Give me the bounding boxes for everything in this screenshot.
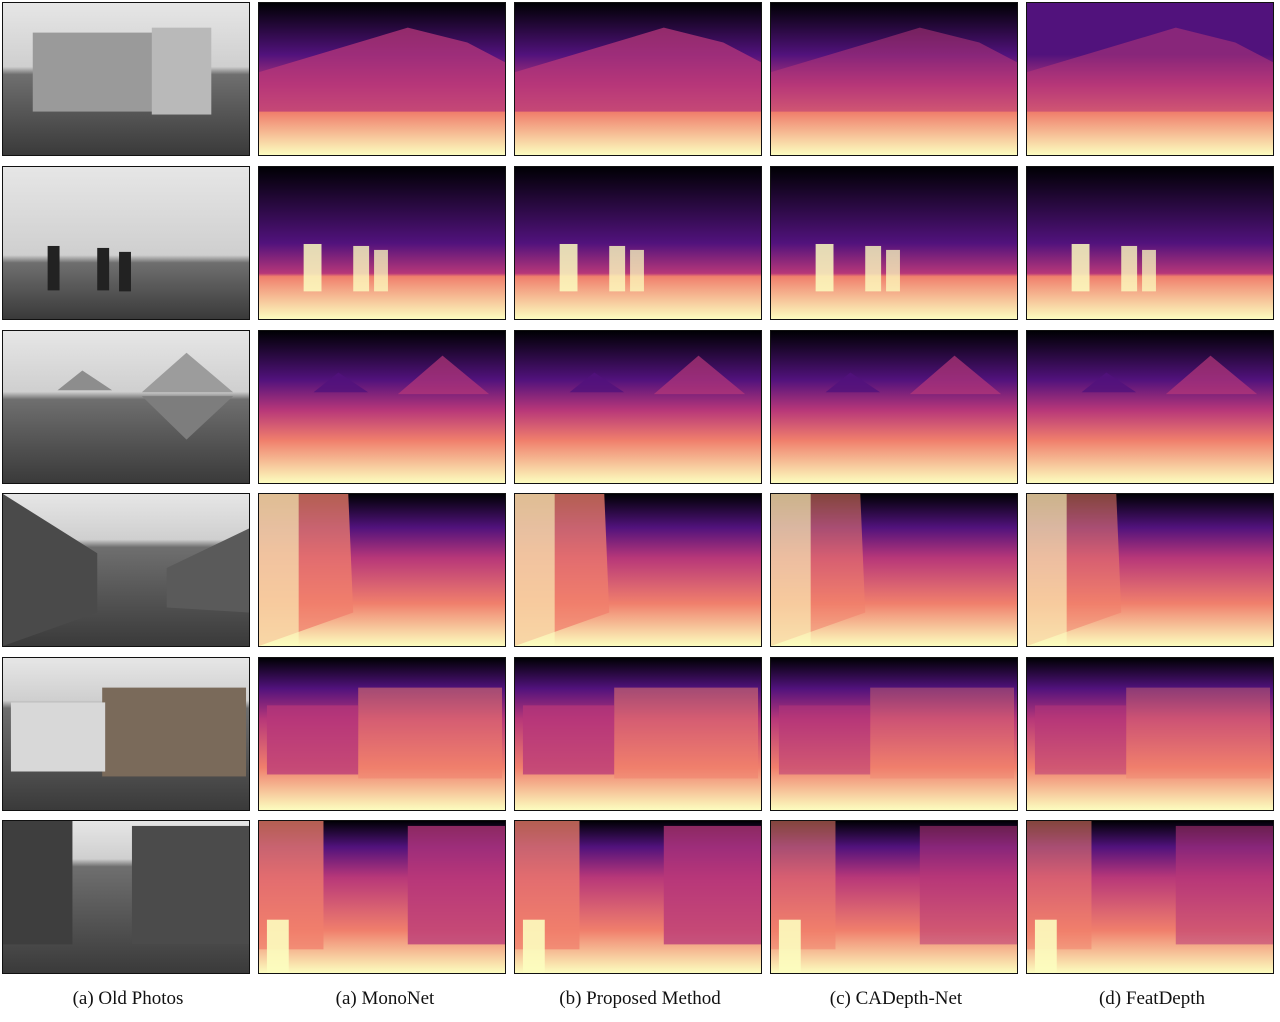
proposed-method-pyramids-image [514,330,762,484]
depth-map-farmers-field [515,167,761,319]
old-photos-building-image [2,2,250,156]
depth-map-market-street [259,821,505,973]
depth-map-building [259,3,505,155]
depth-map-market-street [515,821,761,973]
mononet-brick-warehouse-image [258,657,506,811]
proposed-method-market-street-image [514,820,762,974]
depth-map-village-street [515,494,761,646]
cadepth-net-village-street-image [770,493,1018,647]
depth-map-pyramids [771,331,1017,483]
old-photos-village-street-image [2,493,250,647]
featdepth-pyramids-image [1026,330,1274,484]
depth-map-market-street [1027,821,1273,973]
featdepth-village-street-image [1026,493,1274,647]
depth-map-brick-warehouse [515,658,761,810]
proposed-method-brick-warehouse-image [514,657,762,811]
old-photos-brick-warehouse-image [2,657,250,811]
featdepth-market-street-image [1026,820,1274,974]
caption-mononet: (a) MonoNet [335,988,435,1009]
caption-featdepth: (d) FeatDepth [1098,988,1206,1009]
cadepth-net-brick-warehouse-image [770,657,1018,811]
photo-pyramids [3,331,249,483]
mononet-market-street-image [258,820,506,974]
depth-map-pyramids [515,331,761,483]
caption-cadepth-net: (c) CADepth-Net [829,988,963,1009]
depth-map-pyramids [259,331,505,483]
depth-map-farmers-field [1027,167,1273,319]
depth-map-building [771,3,1017,155]
caption-old-photos: (a) Old Photos [72,988,184,1009]
depth-map-farmers-field [259,167,505,319]
featdepth-brick-warehouse-image [1026,657,1274,811]
featdepth-farmers-field-image [1026,166,1274,320]
cadepth-net-pyramids-image [770,330,1018,484]
mononet-pyramids-image [258,330,506,484]
depth-map-building [1027,3,1273,155]
proposed-method-farmers-field-image [514,166,762,320]
photo-brick-warehouse [3,658,249,810]
cadepth-net-building-image [770,2,1018,156]
photo-village-street [3,494,249,646]
depth-map-farmers-field [771,167,1017,319]
photo-market-street [3,821,249,973]
mononet-farmers-field-image [258,166,506,320]
cadepth-net-farmers-field-image [770,166,1018,320]
depth-map-brick-warehouse [259,658,505,810]
depth-map-village-street [1027,494,1273,646]
proposed-method-building-image [514,2,762,156]
old-photos-market-street-image [2,820,250,974]
depth-map-brick-warehouse [771,658,1017,810]
mononet-building-image [258,2,506,156]
old-photos-pyramids-image [2,330,250,484]
depth-map-village-street [771,494,1017,646]
featdepth-building-image [1026,2,1274,156]
depth-map-village-street [259,494,505,646]
photo-farmers-field [3,167,249,319]
mononet-village-street-image [258,493,506,647]
proposed-method-village-street-image [514,493,762,647]
depth-map-pyramids [1027,331,1273,483]
photo-building [3,3,249,155]
depth-map-brick-warehouse [1027,658,1273,810]
depth-map-market-street [771,821,1017,973]
cadepth-net-market-street-image [770,820,1018,974]
depth-map-building [515,3,761,155]
caption-proposed-method: (b) Proposed Method [559,988,721,1009]
old-photos-farmers-field-image [2,166,250,320]
